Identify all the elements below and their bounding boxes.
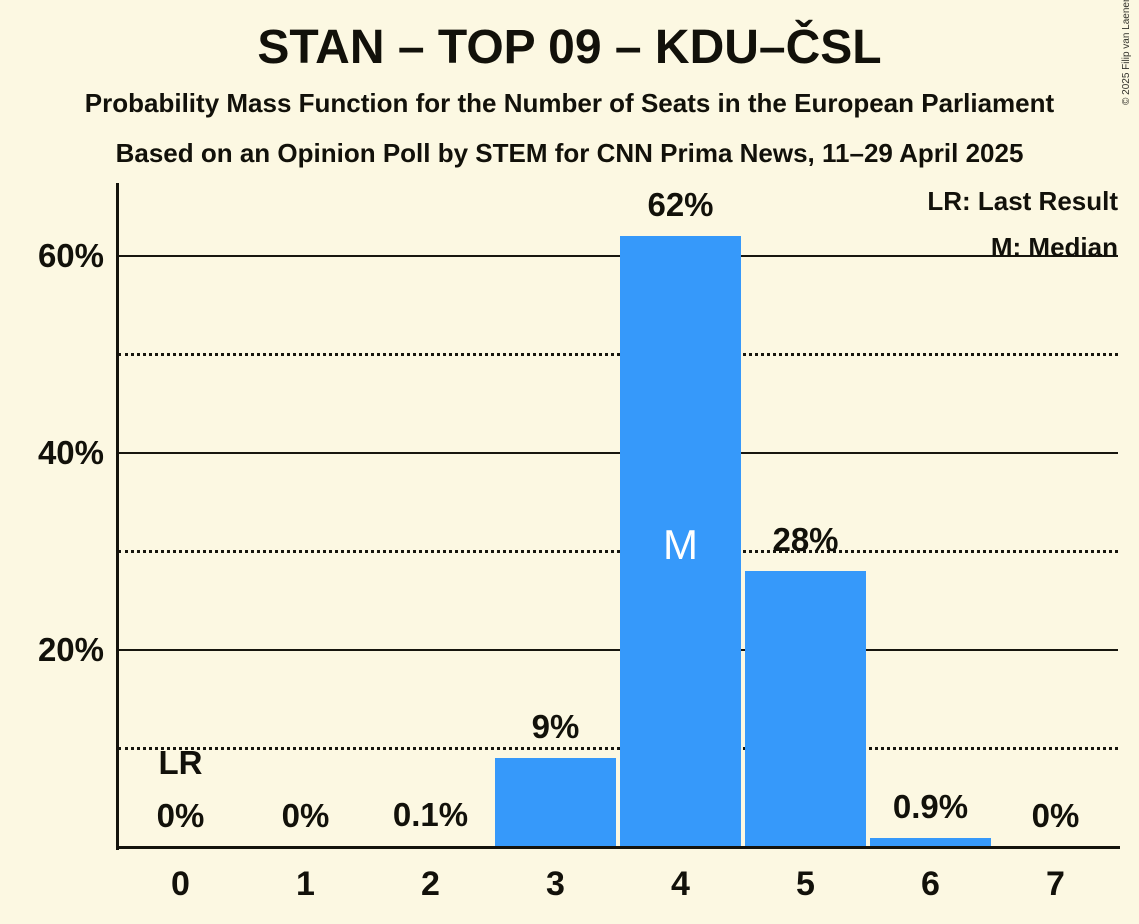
gridline-dotted-30pct	[118, 550, 1118, 554]
x-tick-label-6: 6	[921, 865, 940, 903]
legend-last-result: LR: Last Result	[927, 186, 1118, 216]
x-tick-label-4: 4	[671, 865, 690, 903]
x-axis-line	[116, 846, 1120, 849]
bar-value-label-1: 0%	[281, 797, 330, 834]
bar-value-label-2: 0.1%	[392, 796, 469, 833]
chart-subtitle: Probability Mass Function for the Number…	[84, 88, 1055, 118]
x-tick-label-0: 0	[171, 865, 190, 903]
gridline-solid-60pct	[118, 254, 1118, 257]
x-tick-label-7: 7	[1046, 865, 1065, 903]
y-tick-label-60pct: 60%	[37, 236, 104, 274]
x-tick-label-2: 2	[421, 865, 440, 903]
y-tick-label-20pct: 20%	[37, 630, 104, 668]
chart-title: STAN – TOP 09 – KDU–ČSL	[257, 21, 882, 74]
bar-value-label-0: 0%	[156, 797, 205, 834]
bar-6	[870, 838, 991, 847]
bar-value-label-7: 0%	[1031, 797, 1080, 834]
bar-value-label-5: 28%	[772, 521, 839, 558]
median-marker: M	[663, 521, 698, 568]
last-result-marker: LR	[158, 744, 203, 781]
legend-median: M: Median	[990, 232, 1118, 262]
x-tick-label-3: 3	[546, 865, 565, 903]
x-tick-label-5: 5	[796, 865, 815, 903]
y-tick-label-40pct: 40%	[37, 433, 104, 471]
chart-source-note: Based on an Opinion Poll by STEM for CNN…	[115, 138, 1024, 168]
bar-4	[620, 236, 741, 847]
gridline-dotted-50pct	[118, 353, 1118, 357]
x-tick-label-1: 1	[296, 865, 315, 903]
plot-area	[118, 183, 1118, 847]
bar-value-label-4: 62%	[647, 186, 714, 223]
y-axis-line	[116, 183, 119, 850]
copyright-note: © 2025 Filip van Laenen	[1121, 0, 1132, 105]
bar-value-label-3: 9%	[531, 708, 580, 745]
gridline-solid-20pct	[118, 648, 1118, 651]
bar-value-label-6: 0.9%	[892, 788, 969, 825]
gridline-solid-40pct	[118, 451, 1118, 454]
bar-3	[495, 758, 616, 847]
bar-5	[745, 571, 866, 847]
gridline-dotted-10pct	[118, 747, 1118, 751]
